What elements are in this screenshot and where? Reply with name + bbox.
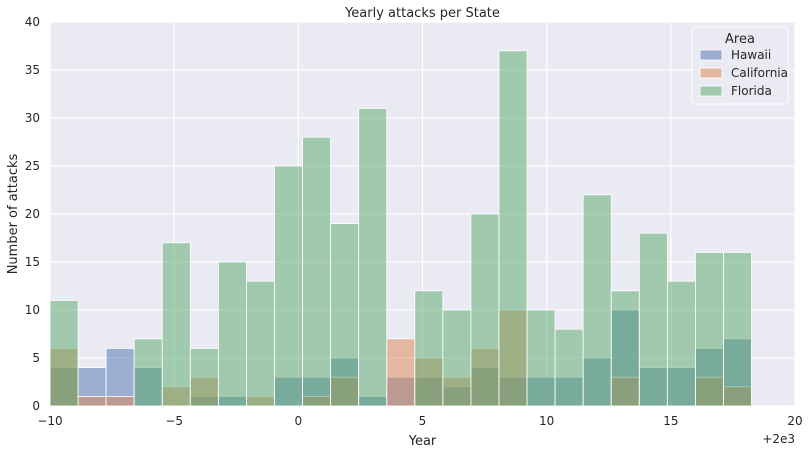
bar-florida — [189, 347, 219, 407]
x-tick-label: 20 — [787, 414, 802, 428]
legend-label-florida: Florida — [731, 84, 772, 98]
y-axis-label: Number of attacks — [6, 153, 21, 274]
x-tick-label: 15 — [663, 414, 678, 428]
y-tick-label: 35 — [25, 63, 40, 77]
bar-florida — [582, 194, 612, 407]
bar-florida — [498, 50, 528, 407]
x-offset-label: +2e3 — [762, 432, 795, 446]
y-tick-label: 30 — [25, 111, 40, 125]
x-axis-label: Year — [408, 434, 437, 449]
y-tick-label: 20 — [25, 207, 40, 221]
bar-florida — [638, 232, 668, 407]
bar-florida — [695, 251, 724, 407]
y-tick-label: 5 — [32, 351, 40, 365]
bar-florida — [302, 136, 332, 407]
bar-florida — [217, 261, 247, 407]
legend-label-california: California — [731, 66, 788, 80]
bar-florida — [526, 309, 556, 407]
y-tick-labels: 0 5 10 15 20 25 30 35 40 — [25, 15, 40, 413]
bar-florida — [610, 290, 640, 407]
bar-florida — [666, 280, 696, 407]
y-tick-label: 15 — [25, 255, 40, 269]
bar-florida — [274, 165, 303, 407]
bar-california — [77, 395, 107, 407]
bar-california — [386, 338, 416, 407]
bar-florida — [49, 299, 79, 407]
y-tick-label: 10 — [25, 303, 40, 317]
x-tick-label: −10 — [37, 414, 62, 428]
bar-florida — [554, 328, 584, 407]
legend-swatch-florida — [699, 85, 723, 97]
legend: Area Hawaii California Florida — [691, 26, 789, 105]
y-tick-label: 25 — [25, 159, 40, 173]
bar-florida — [330, 223, 360, 407]
legend-box — [691, 26, 789, 105]
x-tick-label: −5 — [165, 414, 183, 428]
bar-florida — [358, 108, 388, 407]
legend-swatch-california — [699, 67, 723, 79]
bar-florida — [246, 280, 275, 407]
legend-label-hawaii: Hawaii — [731, 48, 771, 62]
x-tick-label: 10 — [539, 414, 554, 428]
bars — [49, 50, 752, 407]
bar-florida — [133, 338, 163, 407]
chart-title: Yearly attacks per State — [344, 6, 500, 21]
x-tick-label: 0 — [295, 414, 303, 428]
bar-florida — [414, 290, 444, 407]
bar-florida — [470, 213, 500, 407]
y-tick-label: 0 — [32, 399, 40, 413]
x-tick-label: 5 — [419, 414, 427, 428]
bar-florida — [723, 251, 752, 407]
legend-title: Area — [725, 32, 755, 47]
legend-swatch-hawaii — [699, 49, 723, 61]
bar-florida — [442, 309, 472, 407]
bar-florida — [161, 242, 191, 407]
x-tick-labels: −10 −5 0 5 10 15 20 — [37, 414, 802, 428]
bar-california — [105, 395, 135, 407]
y-tick-label: 40 — [25, 15, 40, 29]
